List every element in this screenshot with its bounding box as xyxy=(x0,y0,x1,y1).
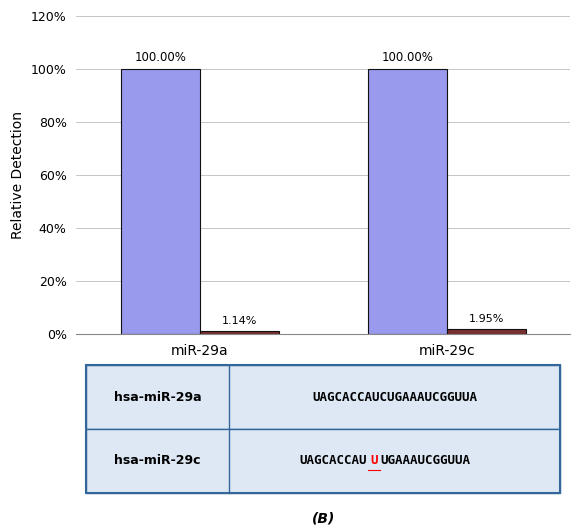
Text: hsa-miR-29c: hsa-miR-29c xyxy=(114,454,201,467)
Legend: Target-Specific Assay, Off-Target Assay: Target-Specific Assay, Off-Target Assay xyxy=(183,411,463,424)
Text: 100.00%: 100.00% xyxy=(382,51,433,64)
Text: hsa-miR-29a: hsa-miR-29a xyxy=(113,390,201,404)
Text: (A): (A) xyxy=(312,468,335,482)
Y-axis label: Relative Detection: Relative Detection xyxy=(11,111,25,239)
Bar xyxy=(121,69,200,334)
Bar xyxy=(368,69,447,334)
FancyBboxPatch shape xyxy=(86,365,560,429)
Bar xyxy=(200,331,279,334)
Text: UAGCACCAU: UAGCACCAU xyxy=(299,454,367,467)
Text: 100.00%: 100.00% xyxy=(135,51,186,64)
Text: UAGCACCAUCUGAAAUCGGUUA: UAGCACCAUCUGAAAUCGGUUA xyxy=(312,390,477,404)
Text: UGAAAUCGGUUA: UGAAAUCGGUUA xyxy=(380,454,471,467)
Text: U: U xyxy=(370,454,377,467)
FancyBboxPatch shape xyxy=(86,429,560,493)
Text: 1.14%: 1.14% xyxy=(222,316,257,326)
Text: (B): (B) xyxy=(312,512,335,526)
Bar xyxy=(447,329,526,334)
Text: 1.95%: 1.95% xyxy=(469,314,504,324)
